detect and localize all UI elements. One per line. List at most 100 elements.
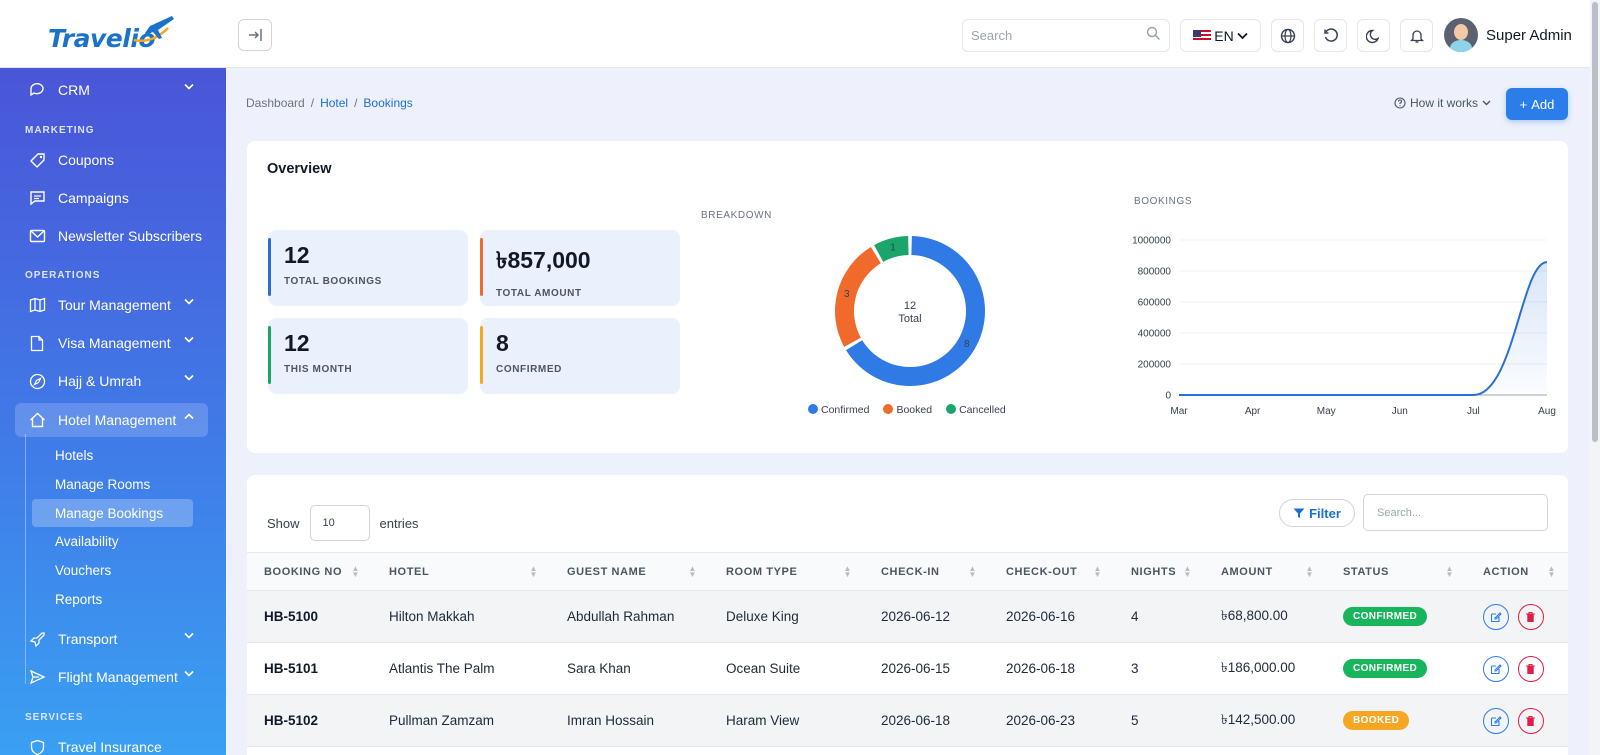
collapse-sidebar-button[interactable] xyxy=(238,19,272,51)
sidebar-item-label: Tour Management xyxy=(58,297,171,313)
sort-icon[interactable]: ▲ ▼ xyxy=(688,564,697,579)
refresh-button[interactable] xyxy=(1314,19,1347,52)
status-badge: BOOKED xyxy=(1343,711,1410,730)
edit-button[interactable] xyxy=(1483,655,1509,682)
entries-input[interactable] xyxy=(309,505,370,541)
status-badge: CONFIRMED xyxy=(1343,659,1428,678)
bookings-line[interactable] xyxy=(1178,261,1548,396)
sidebar-subitem-availability[interactable]: Availability xyxy=(55,533,119,549)
column-header-action[interactable]: ACTION ▲ ▼ xyxy=(1466,552,1568,591)
global-search-input[interactable] xyxy=(971,28,1131,43)
sidebar-item-campaigns[interactable]: Campaigns xyxy=(15,181,208,215)
x-tick-label: Aug xyxy=(1538,406,1556,417)
how-it-works-button[interactable]: How it works xyxy=(1394,96,1491,110)
cell-action xyxy=(1466,642,1568,695)
data-point[interactable] xyxy=(1324,393,1328,397)
sidebar-item-flight-management[interactable]: Flight Management xyxy=(15,660,208,694)
page-scrollbar[interactable] xyxy=(1590,0,1600,755)
search-icon[interactable] xyxy=(1146,26,1161,46)
data-point[interactable] xyxy=(1398,393,1402,397)
scrollbar-thumb[interactable] xyxy=(1592,2,1598,442)
trash-icon xyxy=(1526,663,1536,674)
column-header-room-type[interactable]: ROOM TYPE ▲ ▼ xyxy=(709,552,864,591)
table-row[interactable]: HB-5102 Pullman Zamzam Imran Hossain Har… xyxy=(247,694,1568,747)
sidebar-item-coupons[interactable]: Coupons xyxy=(15,143,208,177)
column-header-status[interactable]: STATUS ▲ ▼ xyxy=(1326,552,1466,591)
user-menu[interactable]: Super Admin xyxy=(1444,18,1572,52)
column-header-nights[interactable]: NIGHTS ▲ ▼ xyxy=(1114,552,1204,591)
sidebar-subitem-vouchers[interactable]: Vouchers xyxy=(55,562,112,578)
sort-icon[interactable]: ▲ ▼ xyxy=(529,564,538,579)
sidebar-subitem-manage-rooms[interactable]: Manage Rooms xyxy=(55,476,151,492)
column-header-guest-name[interactable]: GUEST NAME ▲ ▼ xyxy=(550,552,709,591)
notifications-button[interactable] xyxy=(1400,19,1433,52)
global-search[interactable] xyxy=(962,19,1170,52)
sidebar-item-tour-management[interactable]: Tour Management xyxy=(15,288,208,322)
table-search-input[interactable] xyxy=(1363,494,1548,531)
edit-button[interactable] xyxy=(1483,603,1509,630)
data-point[interactable] xyxy=(1545,260,1549,264)
edit-button[interactable] xyxy=(1483,707,1509,734)
y-tick-label: 200000 xyxy=(1138,360,1172,371)
sidebar-item-travel-insurance[interactable]: Travel Insurance xyxy=(15,730,208,755)
rocket-icon xyxy=(28,630,46,648)
delete-button[interactable] xyxy=(1517,707,1544,734)
data-point[interactable] xyxy=(1471,393,1475,397)
breadcrumb-hotel[interactable]: Hotel xyxy=(320,96,349,110)
legend-item-confirmed[interactable]: Confirmed xyxy=(808,404,869,416)
sidebar-item-newsletter[interactable]: Newsletter Subscribers xyxy=(15,219,208,253)
add-button[interactable]: + Add xyxy=(1506,88,1568,120)
stat-label: THIS MONTH xyxy=(284,364,353,375)
sidebar-item-label: Travel Insurance xyxy=(58,739,162,755)
filter-button[interactable]: Filter xyxy=(1279,499,1355,527)
stat-value: 8 xyxy=(496,330,509,356)
sidebar-item-transport[interactable]: Transport xyxy=(15,622,208,656)
sort-icon[interactable]: ▲ ▼ xyxy=(968,564,977,579)
sidebar-item-hotel-management[interactable]: Hotel Management xyxy=(15,403,208,437)
sort-icon[interactable]: ▲ ▼ xyxy=(351,564,360,579)
sort-icon[interactable]: ▲ ▼ xyxy=(843,564,852,579)
globe-icon xyxy=(1280,28,1295,43)
sort-icon[interactable]: ▲ ▼ xyxy=(1305,564,1314,579)
column-header-check-out[interactable]: CHECK-OUT ▲ ▼ xyxy=(989,552,1114,591)
delete-button[interactable] xyxy=(1517,603,1544,630)
sidebar-subitem-reports[interactable]: Reports xyxy=(55,591,103,607)
logo[interactable]: Travelio xyxy=(48,14,178,54)
data-point[interactable] xyxy=(1177,393,1181,397)
donut-slice-cancelled[interactable] xyxy=(874,236,909,262)
chevron-down-icon xyxy=(184,374,194,381)
cell-nights: 3 xyxy=(1114,642,1204,695)
stat-label: TOTAL AMOUNT xyxy=(496,288,582,299)
sort-icon[interactable]: ▲ ▼ xyxy=(1183,564,1192,579)
sidebar-item-visa-management[interactable]: Visa Management xyxy=(15,326,208,360)
sidebar-item-hajj-umrah[interactable]: Hajj & Umrah xyxy=(15,364,208,398)
sidebar-subitem-hotels[interactable]: Hotels xyxy=(55,447,94,463)
filter-icon xyxy=(1293,508,1305,518)
language-selector[interactable]: EN xyxy=(1180,19,1261,52)
table-row[interactable]: HB-5100 Hilton Makkah Abdullah Rahman De… xyxy=(247,590,1568,643)
column-header-hotel[interactable]: HOTEL ▲ ▼ xyxy=(372,552,550,591)
delete-button[interactable] xyxy=(1517,655,1544,682)
cell-booking-no: HB-5101 xyxy=(247,642,372,695)
sort-icon[interactable]: ▲ ▼ xyxy=(1445,564,1454,579)
breadcrumb-dashboard[interactable]: Dashboard xyxy=(246,96,305,110)
sort-icon[interactable]: ▲ ▼ xyxy=(1547,564,1556,579)
tag-icon xyxy=(28,151,46,169)
column-header-amount[interactable]: AMOUNT ▲ ▼ xyxy=(1204,552,1326,591)
sort-icon[interactable]: ▲ ▼ xyxy=(1093,564,1102,579)
sidebar-subitem-manage-bookings[interactable]: Manage Bookings xyxy=(32,499,193,527)
avatar[interactable] xyxy=(1444,18,1478,52)
sidebar-item-crm[interactable]: CRM xyxy=(15,73,208,107)
theme-toggle-button[interactable] xyxy=(1357,19,1390,52)
donut-slice-booked[interactable] xyxy=(835,247,881,347)
data-point[interactable] xyxy=(1251,393,1255,397)
column-header-check-in[interactable]: CHECK-IN ▲ ▼ xyxy=(864,552,989,591)
legend-item-booked[interactable]: Booked xyxy=(883,404,932,416)
overview-card: Overview 12 TOTAL BOOKINGS ৳857,000 TOTA… xyxy=(247,141,1568,453)
sidebar-item-label: Hajj & Umrah xyxy=(58,373,142,389)
column-header-booking-no[interactable]: BOOKING NO ▲ ▼ xyxy=(247,552,372,591)
table-row[interactable]: HB-5101 Atlantis The Palm Sara Khan Ocea… xyxy=(247,642,1568,695)
globe-button[interactable] xyxy=(1271,19,1304,52)
legend-item-cancelled[interactable]: Cancelled xyxy=(946,404,1006,416)
cell-status: BOOKED xyxy=(1326,694,1466,747)
